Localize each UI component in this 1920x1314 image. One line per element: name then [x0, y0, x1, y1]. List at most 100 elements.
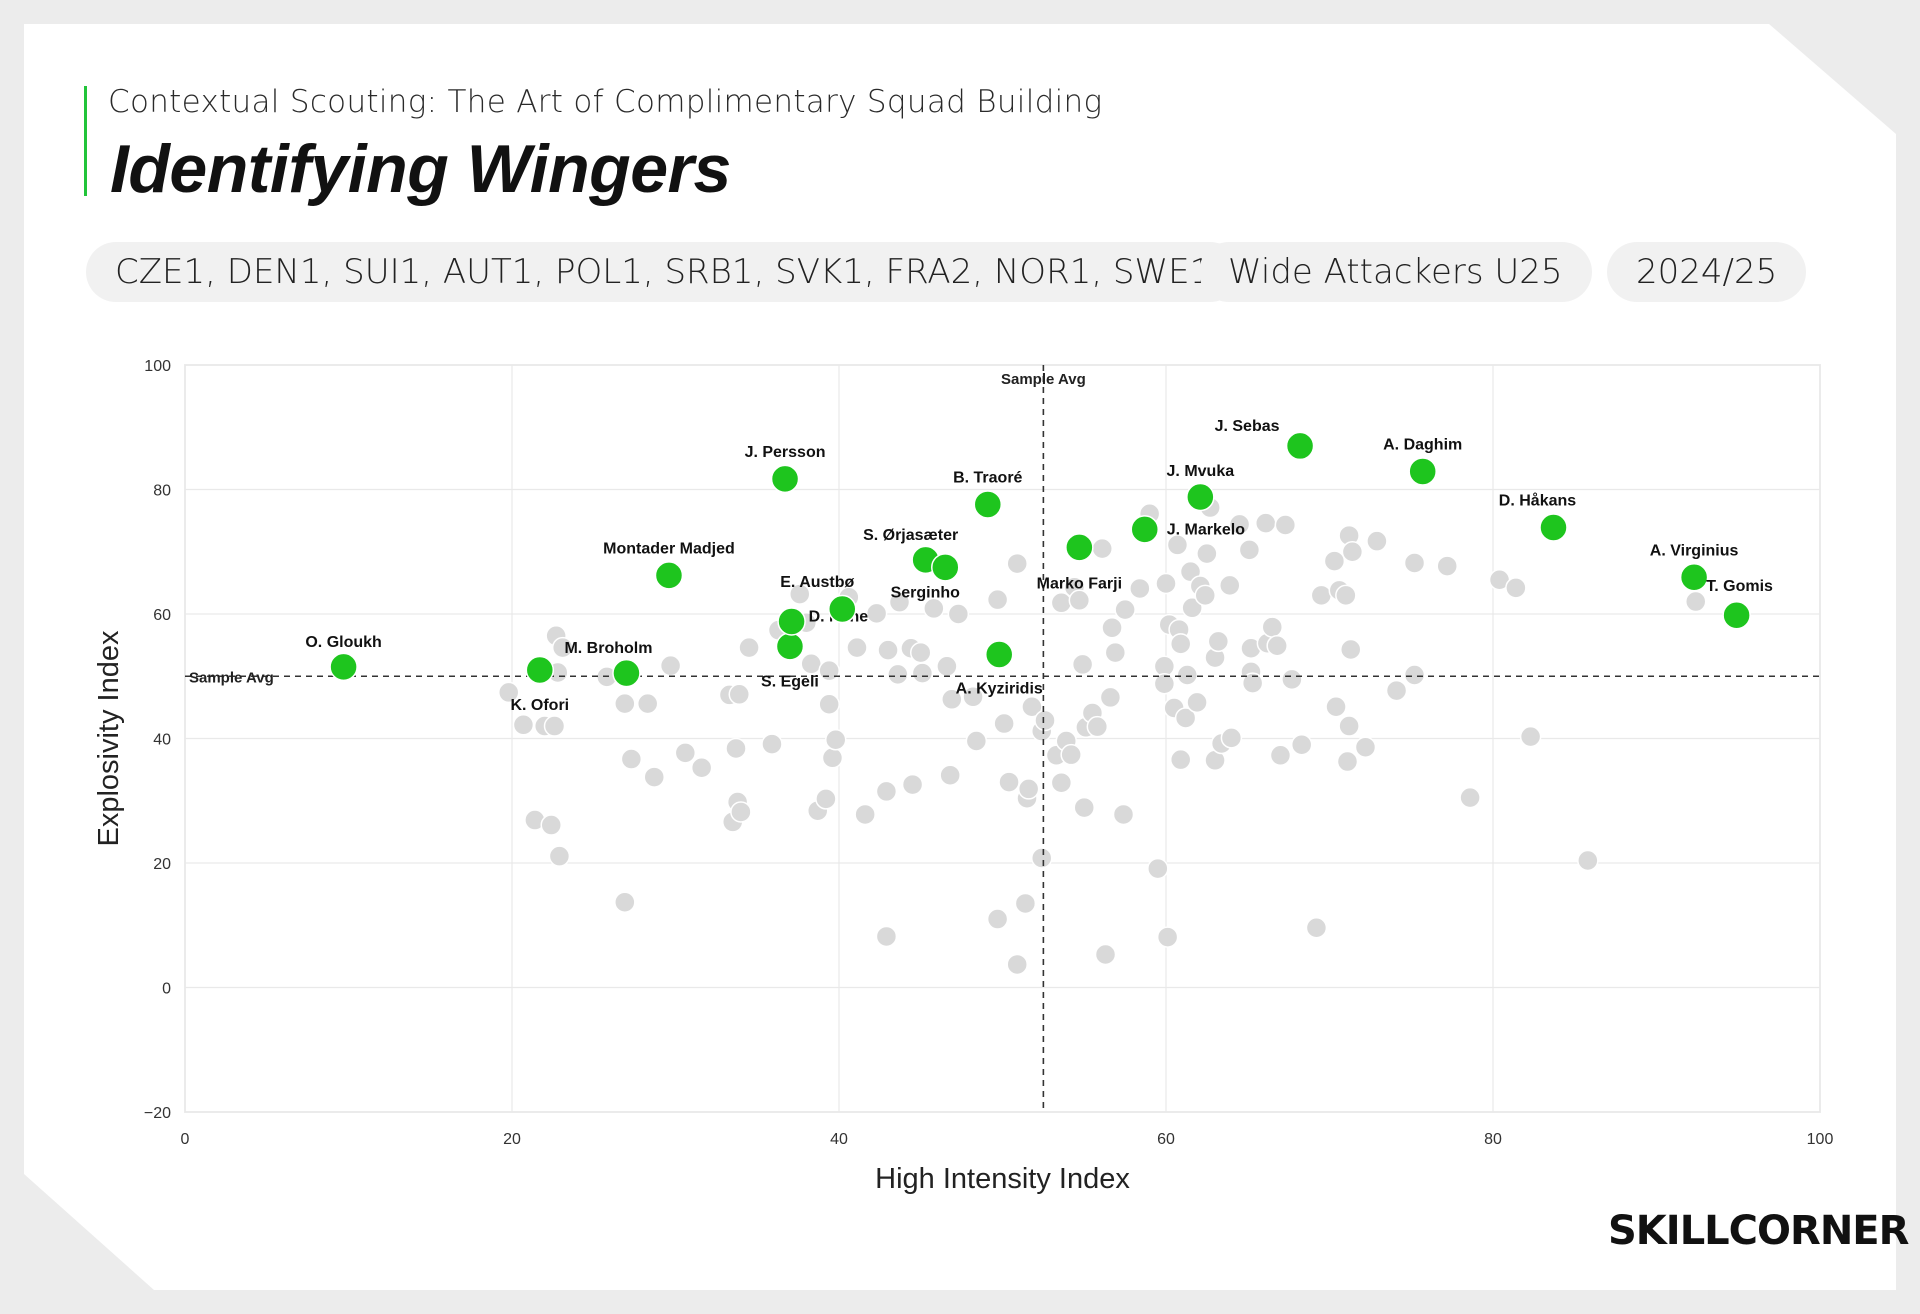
highlighted-player-point [777, 607, 806, 636]
player-point [636, 692, 659, 715]
highlighted-player-point [984, 640, 1014, 669]
player-point [761, 733, 783, 755]
player-point [614, 891, 636, 913]
player-point [728, 683, 751, 706]
player-point [690, 757, 713, 779]
player-point [1238, 539, 1261, 561]
player-label: E. Austbø [780, 574, 854, 591]
y-tick-label: 60 [153, 607, 171, 624]
player-point [947, 603, 970, 625]
player-point [1323, 550, 1346, 572]
player-point [998, 771, 1020, 793]
player-point [1254, 512, 1277, 534]
player-label: A. Daghim [1383, 436, 1462, 453]
highlighted-player-point [770, 464, 800, 494]
player-point [846, 636, 868, 659]
player-point [888, 591, 911, 613]
player-point [939, 764, 961, 786]
player-point [1112, 803, 1135, 826]
player-point [865, 602, 888, 625]
player-point [725, 737, 747, 760]
leagues-filter-pill: CZE1, DEN1, SUI1, AUT1, POL1, SRB1, SVK1… [86, 242, 1241, 302]
player-point [1006, 552, 1028, 575]
player-label: S. Egeli [761, 673, 819, 690]
player-point [1030, 847, 1053, 869]
player-point [643, 766, 665, 788]
player-point [1181, 597, 1203, 619]
highlighted-player-point [612, 658, 641, 688]
highlighted-player-point [775, 632, 805, 661]
player-point [875, 780, 898, 803]
player-point [1266, 634, 1288, 657]
highlighted-player-point [1065, 533, 1094, 562]
player-point [1129, 577, 1151, 600]
player-point [1354, 736, 1377, 758]
player-label: J. Sebas [1215, 418, 1280, 435]
x-axis-label: High Intensity Index [875, 1163, 1130, 1195]
player-point [1577, 849, 1599, 872]
player-point [1060, 743, 1082, 766]
player-point [1341, 541, 1364, 563]
player-point [875, 925, 898, 948]
highlighted-player-point [1130, 515, 1159, 544]
player-point [1169, 633, 1192, 655]
player-point [1073, 796, 1095, 819]
player-point [1099, 686, 1122, 709]
player-point [1366, 530, 1388, 552]
player-point [1325, 696, 1347, 718]
player-point [821, 747, 844, 769]
player-point [1155, 572, 1177, 595]
player-point [1336, 750, 1359, 773]
player-label: A. Virginius [1650, 542, 1739, 559]
player-point [1086, 715, 1109, 738]
y-tick-label: −20 [144, 1105, 171, 1122]
y-tick-label: 20 [153, 856, 171, 873]
player-point [1274, 514, 1297, 536]
player-point [1006, 953, 1028, 976]
highlighted-player-point [1722, 600, 1751, 630]
player-point [962, 686, 984, 708]
player-point [551, 636, 574, 659]
player-label: O. Gloukh [305, 634, 381, 651]
player-point [910, 641, 932, 664]
highlighted-player-point [1186, 482, 1215, 512]
player-point [1101, 616, 1123, 639]
player-point [877, 639, 899, 661]
sample-avg-x-label: Sample Avg [1001, 371, 1086, 388]
y-tick-label: 0 [162, 981, 171, 998]
player-point [1261, 616, 1284, 638]
player-label: S. Ørjasæter [863, 527, 958, 544]
player-point [674, 742, 697, 764]
player-label: Serginho [891, 584, 961, 601]
player-point [540, 814, 562, 836]
player-point [1091, 537, 1113, 560]
player-point [543, 715, 566, 737]
highlighted-player-point [525, 655, 555, 685]
player-point [614, 692, 636, 715]
player-point [1153, 672, 1176, 695]
player-point [1021, 696, 1043, 718]
season-filter-pill: 2024/25 [1607, 242, 1807, 302]
player-point [1310, 584, 1333, 607]
player-point [818, 659, 840, 682]
x-tick-label: 40 [830, 1131, 848, 1148]
player-point [818, 693, 840, 716]
player-point [1166, 534, 1189, 556]
sample-avg-y-label: Sample Avg [189, 669, 274, 686]
player-point [1071, 653, 1094, 676]
player-point [497, 681, 520, 704]
player-point [1094, 943, 1117, 966]
player-point [659, 654, 682, 677]
player-point [1156, 926, 1179, 948]
highlighted-player-point [931, 553, 960, 582]
x-tick-label: 20 [503, 1131, 521, 1148]
x-tick-label: 80 [1484, 1131, 1502, 1148]
player-label: J. Markelo [1167, 521, 1245, 538]
player-point [1459, 786, 1481, 809]
player-label: Montader Madjed [603, 540, 735, 557]
player-label: B. Traoré [953, 469, 1022, 486]
player-point [965, 730, 988, 752]
y-tick-label: 100 [144, 358, 171, 375]
player-point [738, 636, 760, 659]
